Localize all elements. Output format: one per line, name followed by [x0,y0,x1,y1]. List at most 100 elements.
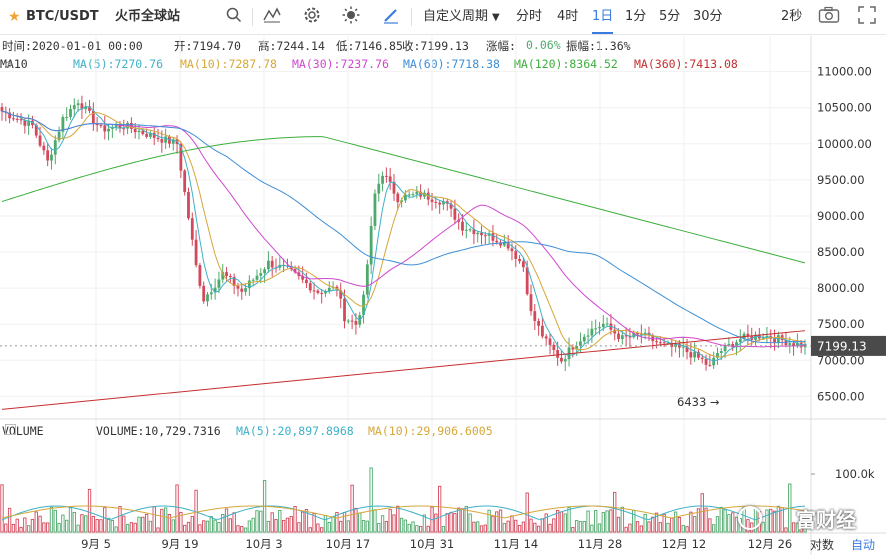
exchange-name[interactable]: 火币全球站 [115,9,181,24]
volume-bar [243,527,248,533]
candle-body [617,333,620,340]
candle-body [404,194,407,201]
candle-body [727,343,731,345]
interval-tab-4h[interactable]: 4时 [557,9,579,24]
volume-bar [141,516,145,533]
custom-period-dropdown[interactable]: 自定义周期 ▼ [423,0,500,34]
volume-bar [765,509,769,533]
volume-bar [26,525,31,533]
ma5-line [1,106,806,362]
symbol-name[interactable]: BTC/USDT [26,9,99,24]
volume-bar [529,518,533,533]
candle-body [217,279,221,288]
draw-pencil-icon[interactable] [382,0,400,34]
volume-bar [449,511,453,533]
volume-ma10: MA(10):29,906.6005 [368,424,493,438]
log-scale-button[interactable]: 对数 [810,537,834,552]
volume-bar [418,525,423,533]
candle-body [700,357,704,359]
candle-body [670,342,674,347]
ma-label-text: MA10 [0,57,28,71]
candle-body [213,287,217,293]
auto-scale-button[interactable]: 自动 [851,538,875,552]
volume-bar [761,521,765,533]
volume-bar [594,509,598,533]
interval-tab-5m[interactable]: 5分 [659,9,681,24]
candle-body [72,105,76,110]
candle-body [605,323,609,325]
volume-bar [148,520,153,533]
candle-body [434,201,438,203]
interval-tab-1m[interactable]: 1分 [625,9,647,24]
volume-bar [300,511,305,533]
custom-period-label: 自定义周期 [423,9,489,24]
volume-bar [685,526,689,533]
volume-bar [673,511,678,533]
candle-body [754,334,757,340]
current-price-tag [811,335,886,356]
candle-body [34,124,38,136]
volume-tick-label: 100.0k [835,467,875,481]
info-change-label: 涨幅: [486,39,516,53]
favorite-star-icon[interactable]: ★ [8,9,21,25]
theme-sun-icon[interactable] [342,0,360,34]
candle-body [12,118,15,120]
candle-body [518,259,521,262]
info-low: 低:7146.85 [336,39,403,53]
volume-bar [4,523,8,533]
time-tick-label: 9月 5 [81,537,111,551]
low-price-annotation: 6433 → [677,395,720,409]
chart-axes: 11000.00 10500.00 10000.00 9500.00 9000.00 85… [0,36,886,555]
volume-bar [365,520,369,533]
candle-body [228,276,232,278]
candle-body [350,320,354,322]
candle-body [88,106,91,111]
candle-body [510,248,514,252]
interval-tab-1d-label: 1日 [592,9,614,24]
volume-bar [392,514,396,533]
volume-bar [232,512,236,533]
volume-bar [68,507,73,533]
camera-icon[interactable] [818,0,840,34]
volume-bar [403,519,408,533]
volume-bar [175,484,179,533]
candle-body [69,109,72,118]
volume-bar [464,506,468,533]
volume-ma5: MA(5):20,897.8968 [236,424,354,438]
interval-tab-30m[interactable]: 30分 [693,9,723,24]
candle-body [381,175,384,184]
volume-bar [715,516,720,533]
volume-bar [468,513,472,533]
volume-bar [643,513,647,533]
candle-body [464,229,468,231]
search-icon[interactable] [226,0,242,34]
volume-bar [228,518,232,533]
candle-body [316,290,320,293]
volume-bar [247,520,252,533]
candle-body [723,344,727,352]
candle-body [472,229,476,235]
candle-body [240,288,244,292]
volume-bar [133,522,137,533]
volume-bar [502,523,507,533]
interval-tab-timeline[interactable]: 分时 [516,9,543,24]
volume-bar [700,493,704,533]
volume-bar [460,508,465,533]
volume-close-icon[interactable] [5,424,16,435]
indicator-icon[interactable] [263,0,281,34]
volume-bar [666,522,670,533]
volume-bar [692,516,697,533]
refresh-interval[interactable]: 2秒 [781,9,803,24]
volume-bar [23,517,27,533]
interval-tab-1d[interactable]: 1日 [592,0,614,34]
candle-body [0,107,4,112]
volume-bar [472,521,476,533]
settings-gear-icon[interactable] [303,0,321,34]
volume-bar [99,519,103,533]
volume-bar [536,525,541,533]
volume-bar [316,523,320,533]
fullscreen-icon[interactable] [858,0,876,34]
volume-bar [457,507,461,533]
ma-settings-icon[interactable]: ⚙ [5,57,12,71]
